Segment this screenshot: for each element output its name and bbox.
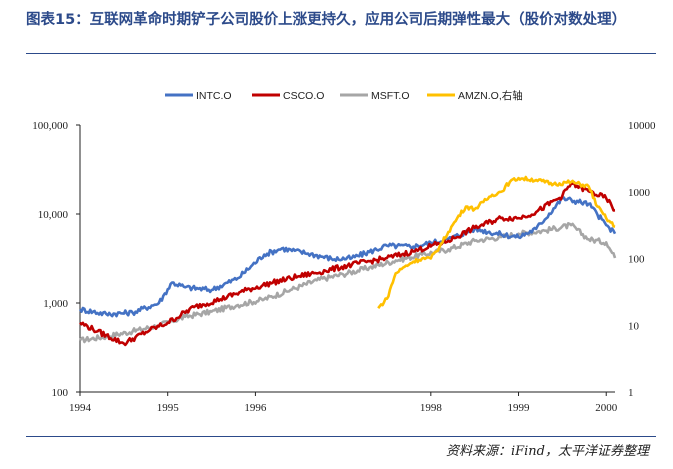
- left-axis-ticks: 100 1,000 10,000 100,000: [32, 120, 80, 399]
- right-tick-label: 10: [628, 320, 640, 332]
- left-tick-label: 10,000: [38, 209, 69, 221]
- left-tick-label: 1,000: [43, 298, 68, 310]
- right-tick-label: 10000: [628, 120, 656, 132]
- legend-label-intc: INTC.O: [196, 90, 232, 102]
- source-divider: [26, 436, 656, 437]
- legend-label-csco: CSCO.O: [283, 90, 324, 102]
- x-tick-label: 1995: [157, 402, 180, 414]
- series-line-amzn: [377, 175, 616, 309]
- left-tick-label: 100,000: [32, 120, 68, 132]
- legend-label-amzn: AMZN.O,右轴: [458, 89, 523, 102]
- x-tick-label: 1996: [244, 402, 267, 414]
- left-tick-label: 100: [52, 387, 69, 399]
- x-tick-label: 1999: [508, 402, 531, 414]
- series-line-intc: [78, 196, 617, 318]
- legend-label-msft: MSFT.O: [371, 90, 410, 102]
- series-line-csco: [79, 181, 616, 347]
- x-tick-label: 1998: [420, 402, 443, 414]
- axes: [79, 125, 615, 393]
- right-tick-label: 1000: [628, 187, 651, 199]
- legend: INTC.O CSCO.O MSFT.O AMZN.O,右轴: [165, 89, 523, 102]
- right-axis-ticks: 1 10 100 1000 10000: [628, 120, 656, 399]
- page-title: 图表15：互联网革命时期铲子公司股价上涨更持久，应用公司后期弹性最大（股价对数处…: [26, 12, 627, 28]
- x-axis-ticks: 1994 1995 1996 1998 1999 2000: [69, 392, 618, 414]
- series-lines: [78, 175, 617, 347]
- right-tick-label: 100: [628, 254, 645, 266]
- title-divider: [26, 53, 656, 54]
- x-tick-label: 1994: [69, 402, 92, 414]
- source-note: 资料来源：iFind，太平洋证券整理: [445, 444, 649, 459]
- x-tick-label: 2000: [595, 402, 618, 414]
- right-tick-label: 1: [628, 387, 634, 399]
